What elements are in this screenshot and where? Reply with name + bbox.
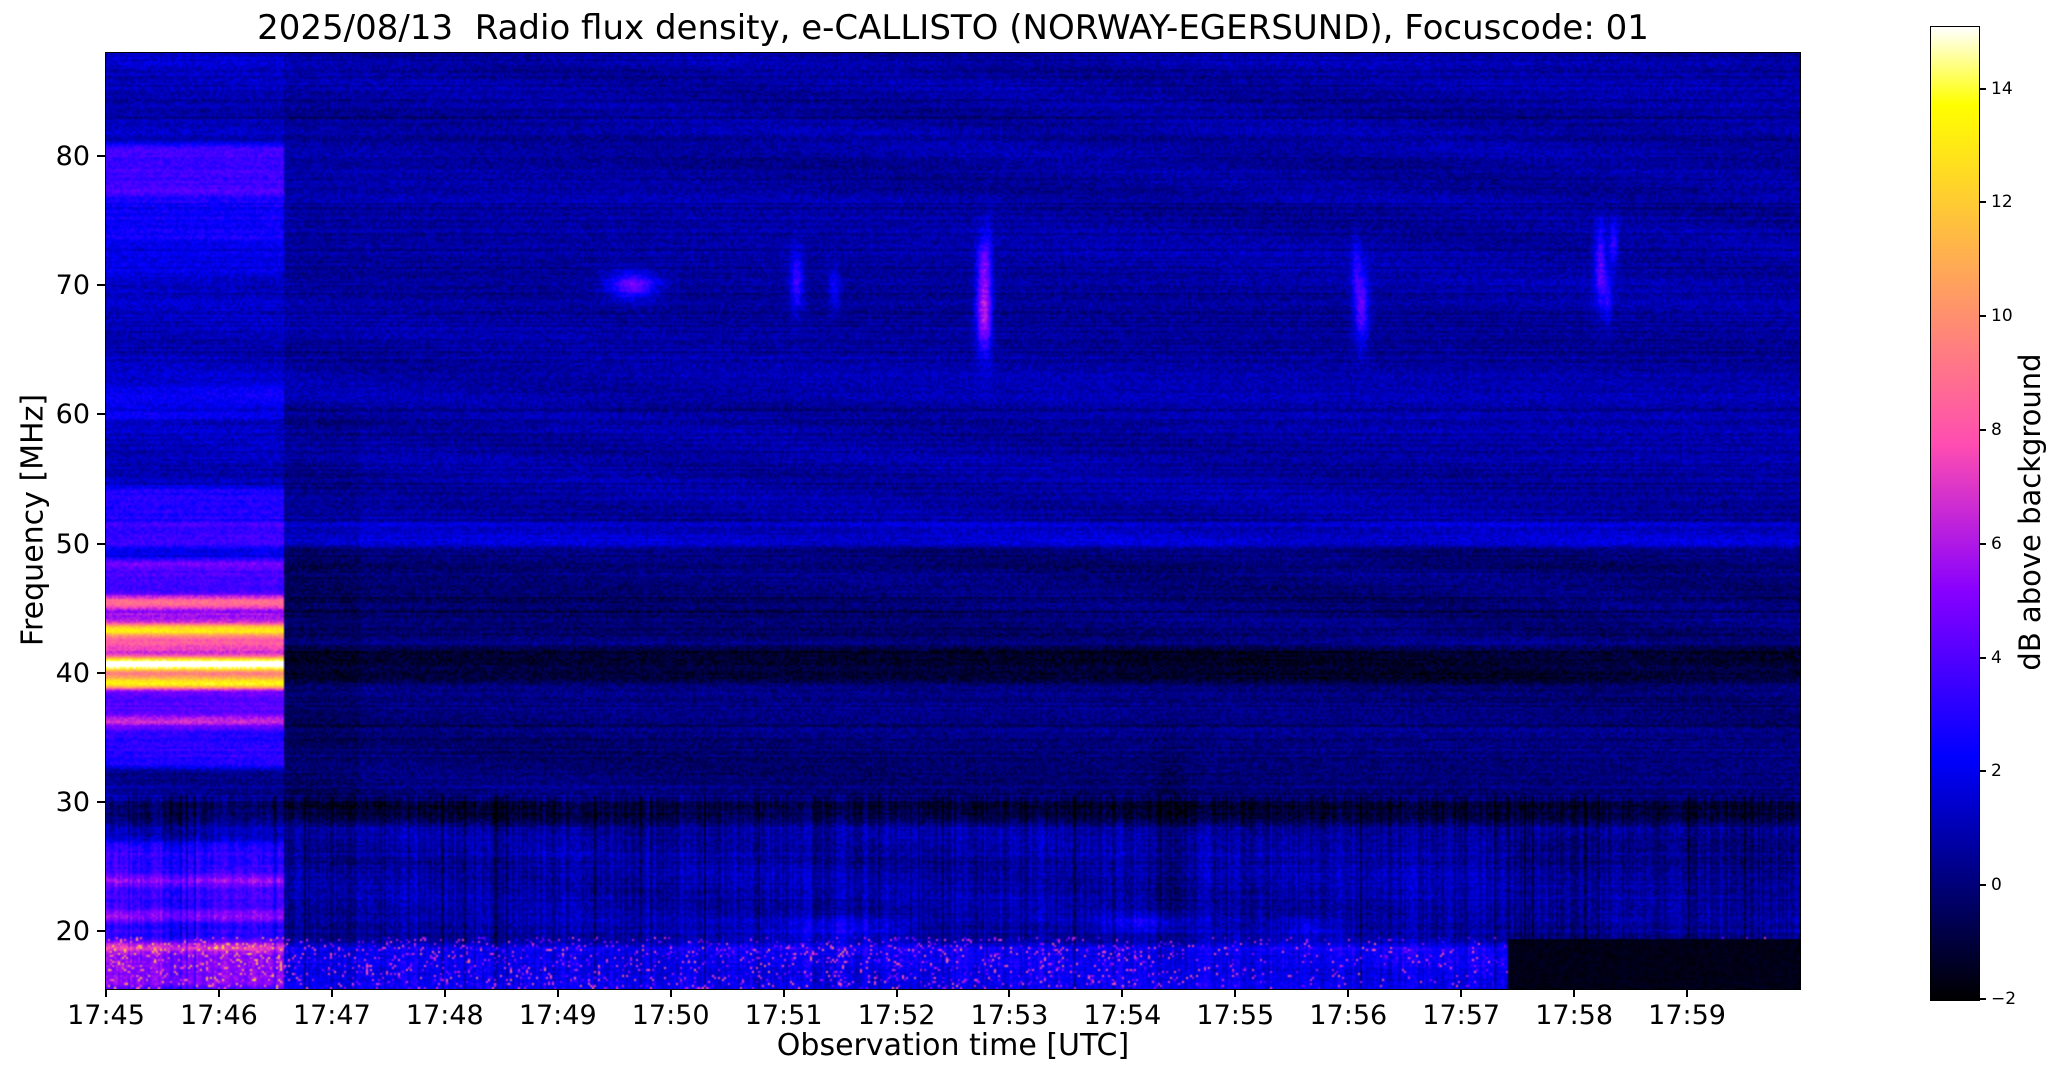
x-tick-label: 17:55 [1196,1000,1275,1031]
x-tick [1573,989,1576,997]
x-tick [105,989,107,997]
x-tick-label: 17:46 [180,1000,258,1031]
colorbar-tick-label: 2 [1991,761,2002,782]
colorbar-tick [1979,87,1986,90]
y-tick-label: 70 [55,270,90,302]
chart-title: 2025/08/13 Radio flux density, e-CALLIST… [257,8,1649,48]
x-axis-label: Observation time [UTC] [776,1028,1130,1063]
colorbar-tick-label: 12 [1991,192,2013,213]
colorbar-tick [1979,656,1986,659]
y-tick-label: 20 [55,915,90,947]
y-tick [97,413,105,416]
x-tick [217,989,220,997]
colorbar-gradient [1930,26,1980,1001]
colorbar-tick [1979,770,1986,773]
colorbar-tick [1979,315,1986,318]
colorbar-tick [1979,201,1986,204]
colorbar-tick [1979,884,1986,887]
x-tick-label: 17:47 [292,1000,371,1031]
x-tick [1347,989,1350,997]
colorbar-tick-label: 6 [1991,533,2002,554]
y-tick [97,284,105,287]
y-tick [97,800,105,803]
x-tick [1008,989,1011,997]
x-tick [330,989,333,997]
colorbar-tick-label: 4 [1991,647,2002,668]
colorbar-tick [1979,998,1986,1000]
y-tick-label: 30 [55,786,90,818]
y-tick [97,671,105,674]
x-tick-label: 17:51 [744,1000,823,1031]
x-tick-label: 17:52 [857,1000,936,1031]
colorbar-tick-label: −2 [1991,989,2017,1009]
x-tick [1686,989,1689,997]
x-tick-label: 17:56 [1309,1000,1388,1031]
y-axis-label: Frequency [MHz] [15,393,51,647]
colorbar-label: dB above background [2013,353,2047,671]
x-tick-label: 17:49 [518,1000,597,1031]
x-tick [782,989,785,997]
colorbar-tick [1979,428,1986,431]
y-tick-label: 80 [55,141,90,173]
x-tick [556,989,559,997]
y-tick-label: 60 [55,399,90,431]
x-tick-label: 17:58 [1535,1000,1614,1031]
y-tick-label: 40 [55,657,90,689]
x-tick [1234,989,1237,997]
colorbar-tick-label: 10 [1991,306,2013,327]
x-tick [443,989,446,997]
x-tick [669,989,672,997]
x-tick [1460,989,1463,997]
y-tick [97,929,105,932]
x-tick [1121,989,1124,997]
colorbar-tick [1979,542,1986,545]
spectrogram-heatmap [105,52,1801,990]
y-tick [97,155,105,158]
x-tick-label: 17:50 [631,1000,710,1031]
x-tick-label: 17:45 [67,1000,145,1031]
x-tick-label: 17:54 [1083,1000,1162,1031]
x-tick-label: 17:59 [1648,1000,1726,1031]
x-tick [895,989,898,997]
y-tick-label: 50 [55,528,90,560]
colorbar-tick-label: 14 [1991,78,2013,99]
y-tick [97,542,105,545]
x-tick-label: 17:57 [1422,1000,1501,1031]
x-tick-label: 17:48 [405,1000,484,1031]
colorbar-tick-label: 0 [1991,875,2002,896]
colorbar-tick-label: 8 [1991,419,2002,440]
x-tick-label: 17:53 [970,1000,1049,1031]
